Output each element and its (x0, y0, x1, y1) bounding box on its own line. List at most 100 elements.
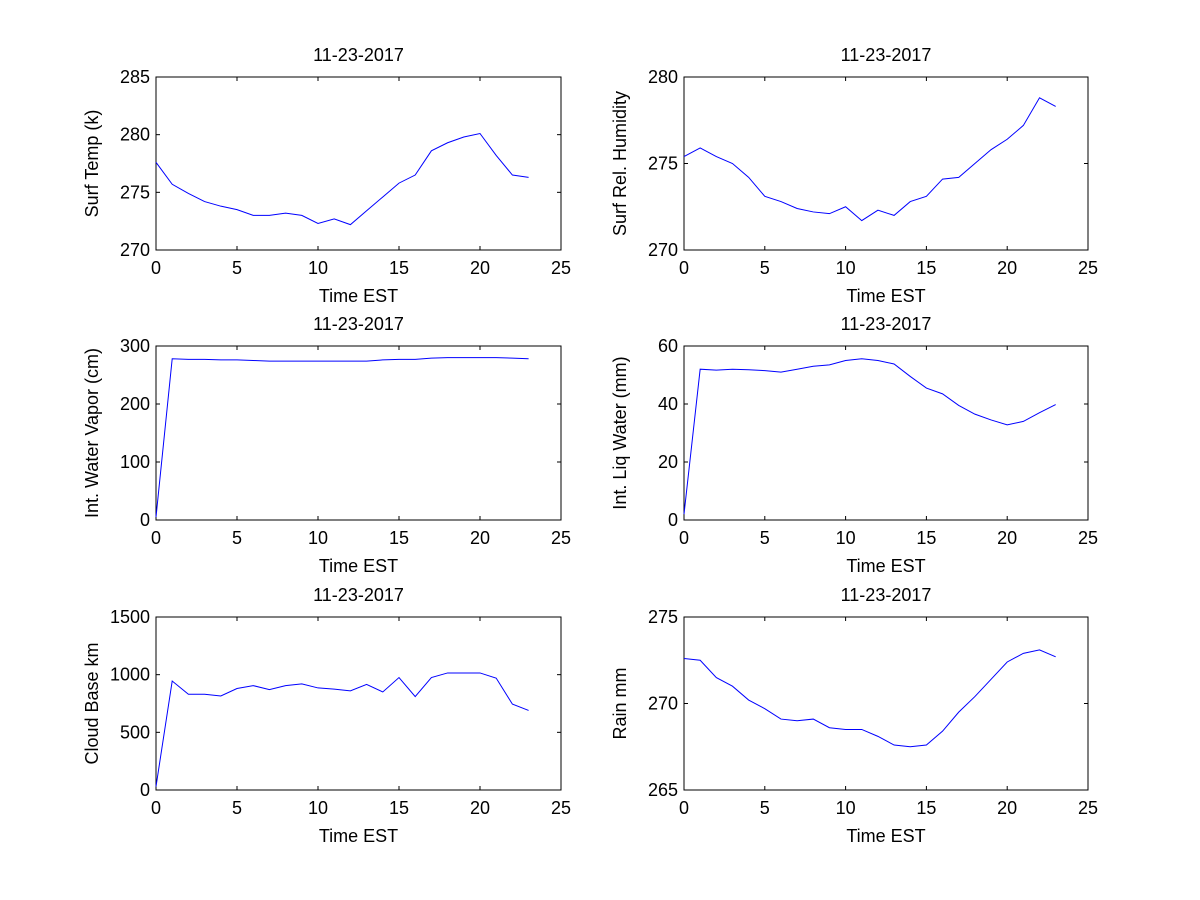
data-point (236, 209, 238, 211)
data-point (285, 212, 287, 214)
data-point (495, 677, 497, 679)
data-point (382, 196, 384, 198)
data-point (269, 360, 271, 362)
y-tick-label: 280 (648, 67, 678, 87)
data-point (764, 196, 766, 198)
data-point (909, 201, 911, 203)
subplot-3: 0 5 10 15 20 25 0 100 200 300 11-23-2017 Time EST In… (82, 314, 571, 576)
series-line (683, 358, 1056, 515)
y-tick-label: 0 (140, 780, 150, 800)
data-point (893, 744, 895, 746)
y-tick-label: 500 (120, 722, 150, 742)
data-point (479, 672, 481, 674)
data-point (861, 729, 863, 731)
data-point (926, 387, 928, 389)
x-tick-label: 25 (1078, 258, 1098, 278)
data-point (926, 196, 928, 198)
x-tick-label: 20 (470, 528, 490, 548)
x-tick-label: 20 (470, 258, 490, 278)
y-tick-label: 275 (648, 607, 678, 627)
subplot-1: 0 5 10 15 20 25 270 275 280 285 11-23-2017 Time EST… (82, 45, 571, 306)
data-point (958, 177, 960, 179)
data-point (495, 155, 497, 157)
y-axis-label: Cloud Base km (82, 642, 102, 764)
x-tick-label: 10 (836, 528, 856, 548)
data-point (796, 368, 798, 370)
x-tick-label: 0 (679, 258, 689, 278)
x-axis-label: Time EST (846, 556, 925, 576)
data-point (414, 696, 416, 698)
x-tick-label: 5 (760, 528, 770, 548)
y-axis-label: Rain mm (610, 667, 630, 739)
data-point (463, 672, 465, 674)
data-point (204, 201, 206, 203)
x-axis-label: Time EST (319, 826, 398, 846)
data-point (732, 685, 734, 687)
data-point (683, 156, 685, 158)
data-point (699, 368, 701, 370)
data-point (382, 359, 384, 361)
data-point (236, 359, 238, 361)
y-tick-label: 20 (658, 452, 678, 472)
data-point (812, 718, 814, 720)
data-point (748, 369, 750, 371)
data-point (171, 358, 173, 360)
subplot-6: 0 5 10 15 20 25 265 270 275 11-23-2017 Time EST Rai… (610, 585, 1098, 846)
x-tick-label: 10 (308, 798, 328, 818)
data-point (155, 516, 157, 518)
data-point (1006, 661, 1008, 663)
subplot-title: 11-23-2017 (313, 45, 404, 65)
data-point (463, 136, 465, 138)
x-tick-label: 10 (836, 258, 856, 278)
y-axis-label: Surf Rel. Humidity (610, 91, 630, 236)
subplot-5: 0 5 10 15 20 25 0 500 1000 1500 11-23-2017 Time EST… (82, 585, 571, 846)
data-point (716, 369, 718, 371)
data-point (155, 162, 157, 164)
data-point (732, 368, 734, 370)
data-point (431, 677, 433, 679)
data-point (350, 224, 352, 226)
data-point (301, 360, 303, 362)
y-axis-label: Surf Temp (k) (82, 110, 102, 218)
x-tick-label: 25 (551, 798, 571, 818)
data-point (796, 208, 798, 210)
subplot-grid: 0 5 10 15 20 25 270 275 280 285 11-23-2017 Time EST… (82, 45, 1098, 846)
data-point (780, 718, 782, 720)
data-point (990, 149, 992, 151)
data-point (990, 419, 992, 421)
subplot-title: 11-23-2017 (841, 314, 932, 334)
x-tick-label: 20 (470, 798, 490, 818)
data-point (861, 220, 863, 222)
data-point (877, 209, 879, 211)
data-point (285, 360, 287, 362)
data-point (528, 710, 530, 712)
x-tick-label: 15 (916, 258, 936, 278)
data-point (909, 746, 911, 748)
y-tick-label: 1500 (110, 607, 150, 627)
x-tick-label: 25 (1078, 798, 1098, 818)
data-point (812, 211, 814, 213)
data-point (398, 677, 400, 679)
data-point (958, 405, 960, 407)
data-point (398, 182, 400, 184)
data-point (748, 177, 750, 179)
x-tick-label: 15 (389, 798, 409, 818)
data-point (893, 215, 895, 217)
data-point (812, 366, 814, 368)
data-point (845, 729, 847, 731)
data-point (350, 360, 352, 362)
x-tick-label: 10 (308, 258, 328, 278)
data-point (1039, 412, 1041, 414)
y-tick-label: 270 (648, 240, 678, 260)
y-tick-label: 280 (120, 125, 150, 145)
data-point (764, 708, 766, 710)
axes-frame (683, 345, 1089, 521)
data-point (317, 360, 319, 362)
x-tick-label: 25 (551, 528, 571, 548)
y-tick-label: 100 (120, 452, 150, 472)
data-point (780, 371, 782, 373)
data-point (796, 720, 798, 722)
data-point (333, 360, 335, 362)
data-point (1006, 424, 1008, 426)
